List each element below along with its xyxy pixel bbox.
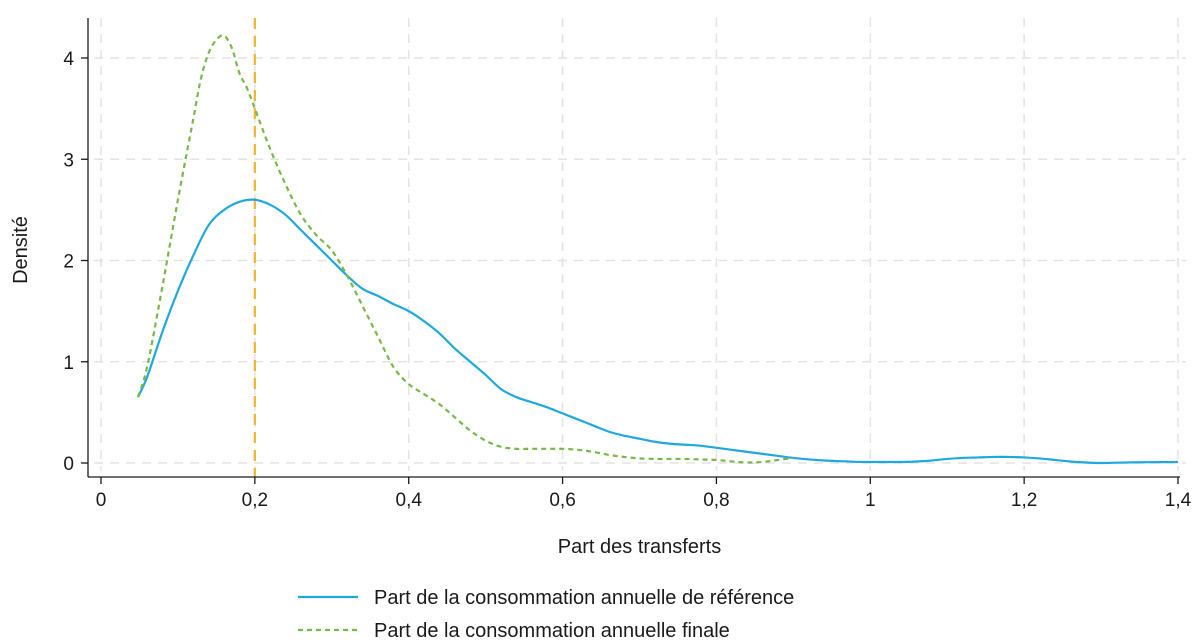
legend: Part de la consommation annuelle de réfé…: [298, 587, 794, 642]
y-tick-label-1: 1: [63, 353, 74, 374]
x-tick-label-2: 0,4: [396, 490, 423, 511]
y-tick-label-3: 3: [63, 150, 74, 171]
x-tick-label-4: 0,8: [703, 490, 729, 511]
legend-label-reference: Part de la consommation annuelle de réfé…: [374, 587, 794, 609]
x-tick-label-0: 0: [96, 490, 107, 511]
x-tick-label-7: 1,4: [1165, 490, 1192, 511]
series-group: [136, 34, 1179, 465]
tick-labels: 0 0,2 0,4 0,6 0,8 1 1,2 1,4 0 1 2 3 4: [63, 49, 1191, 511]
x-tick-label-6: 1,2: [1011, 490, 1037, 511]
y-tick-label-4: 4: [63, 49, 74, 70]
y-axis-title: Densité: [10, 216, 32, 284]
x-axis-title: Part des transferts: [558, 536, 721, 558]
x-tick-label-1: 0,2: [242, 490, 268, 511]
grid: [94, 18, 1186, 471]
y-tick-label-0: 0: [63, 454, 74, 475]
series-line-reference: [136, 198, 1179, 465]
axes: [87, 18, 1180, 478]
x-tick-label-5: 1: [865, 490, 876, 511]
series-line-final: [136, 34, 794, 464]
y-tick-label-2: 2: [63, 252, 74, 273]
legend-label-final: Part de la consommation annuelle finale: [374, 620, 730, 642]
x-tick-label-3: 0,6: [549, 490, 575, 511]
